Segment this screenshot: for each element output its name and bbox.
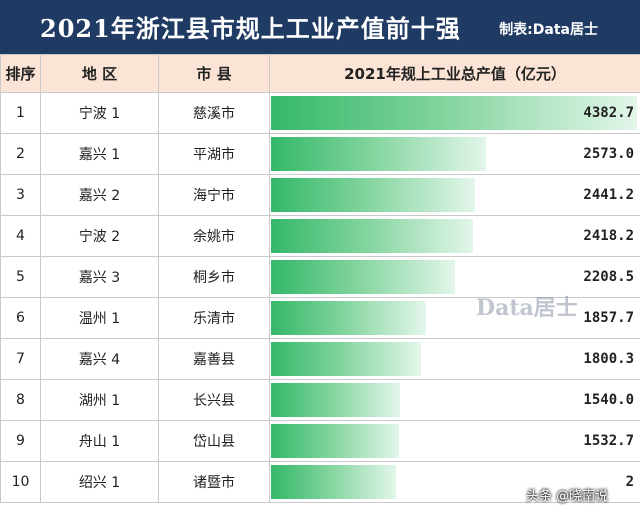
county-cell: 诸暨市 — [158, 461, 270, 503]
value-bar — [271, 383, 400, 417]
value-label: 1800.3 — [583, 351, 634, 367]
region-cell: 宁波 1 — [40, 92, 159, 134]
rank-cell: 5 — [0, 256, 41, 298]
table-row: 8 湖州 1 长兴县 1540.0 — [0, 379, 640, 421]
value-cell: 2 — [269, 461, 640, 503]
table-row: 3 嘉兴 2 海宁市 2441.2 — [0, 174, 640, 216]
value-cell: 1532.7 — [269, 420, 640, 462]
county-cell: 乐清市 — [158, 297, 270, 339]
value-label: 2 — [625, 474, 634, 490]
value-cell: 2418.2 — [269, 215, 640, 257]
value-label: 2441.2 — [583, 187, 634, 203]
county-cell: 桐乡市 — [158, 256, 270, 298]
county-cell: 余姚市 — [158, 215, 270, 257]
header-value: 2021年规上工业总产值（亿元） — [269, 54, 640, 93]
region-cell: 嘉兴 1 — [40, 133, 159, 175]
value-bar — [271, 342, 421, 376]
value-cell: 1540.0 — [269, 379, 640, 421]
county-cell: 慈溪市 — [158, 92, 270, 134]
rank-cell: 7 — [0, 338, 41, 380]
value-label: 2208.5 — [583, 269, 634, 285]
table-row: 2 嘉兴 1 平湖市 2573.0 — [0, 133, 640, 175]
value-label: 2418.2 — [583, 228, 634, 244]
value-bar — [271, 178, 475, 212]
value-label: 1532.7 — [583, 433, 634, 449]
region-cell: 嘉兴 4 — [40, 338, 159, 380]
rank-cell: 8 — [0, 379, 41, 421]
table-row: 9 舟山 1 岱山县 1532.7 — [0, 420, 640, 462]
rank-cell: 1 — [0, 92, 41, 134]
rank-cell: 3 — [0, 174, 41, 216]
value-label: 1540.0 — [583, 392, 634, 408]
region-cell: 嘉兴 3 — [40, 256, 159, 298]
value-label: 4382.7 — [583, 105, 634, 121]
title-bar: 2021年浙江县市规上工业产值前十强 制表:Data居士 — [0, 0, 640, 54]
value-bar — [271, 96, 637, 130]
rank-cell: 6 — [0, 297, 41, 339]
county-cell: 海宁市 — [158, 174, 270, 216]
ranking-table: 排序 地 区 市 县 2021年规上工业总产值（亿元） 1 宁波 1 慈溪市 4382… — [0, 54, 640, 503]
rank-cell: 2 — [0, 133, 41, 175]
county-cell: 平湖市 — [158, 133, 270, 175]
chart-title: 2021年浙江县市规上工业产值前十强 — [40, 14, 461, 43]
value-cell: 4382.7 — [269, 92, 640, 134]
region-cell: 湖州 1 — [40, 379, 159, 421]
table-row: 6 温州 1 乐清市 1857.7 — [0, 297, 640, 339]
region-cell: 宁波 2 — [40, 215, 159, 257]
value-label: 1857.7 — [583, 310, 634, 326]
value-label: 2573.0 — [583, 146, 634, 162]
rank-cell: 4 — [0, 215, 41, 257]
region-cell: 舟山 1 — [40, 420, 159, 462]
header-region: 地 区 — [40, 54, 159, 93]
value-bar — [271, 137, 486, 171]
credit-label: 制表:Data居士 — [499, 22, 598, 38]
table-body: 1 宁波 1 慈溪市 4382.7 2 嘉兴 1 平湖市 2573.0 3 嘉兴 2 海宁市 2441… — [0, 92, 640, 503]
watermark-corner: 头条 @晓南说 — [526, 489, 609, 504]
county-cell: 嘉善县 — [158, 338, 270, 380]
table-header-row: 排序 地 区 市 县 2021年规上工业总产值（亿元） — [0, 54, 640, 93]
table-row: 10 绍兴 1 诸暨市 2 — [0, 461, 640, 503]
county-cell: 长兴县 — [158, 379, 270, 421]
rank-cell: 9 — [0, 420, 41, 462]
table-row: 5 嘉兴 3 桐乡市 2208.5 — [0, 256, 640, 298]
header-rank: 排序 — [0, 54, 41, 93]
value-bar — [271, 219, 473, 253]
table-row: 4 宁波 2 余姚市 2418.2 — [0, 215, 640, 257]
value-cell: 1800.3 — [269, 338, 640, 380]
table-row: 1 宁波 1 慈溪市 4382.7 — [0, 92, 640, 134]
region-cell: 嘉兴 2 — [40, 174, 159, 216]
value-bar — [271, 465, 396, 499]
watermark-center: Data居士 — [476, 295, 578, 321]
region-cell: 绍兴 1 — [40, 461, 159, 503]
value-cell: 2441.2 — [269, 174, 640, 216]
table-row: 7 嘉兴 4 嘉善县 1800.3 — [0, 338, 640, 380]
region-cell: 温州 1 — [40, 297, 159, 339]
county-cell: 岱山县 — [158, 420, 270, 462]
value-cell: 2573.0 — [269, 133, 640, 175]
header-county: 市 县 — [158, 54, 270, 93]
value-cell: 1857.7 — [269, 297, 640, 339]
value-bar — [271, 260, 455, 294]
rank-cell: 10 — [0, 461, 41, 503]
value-bar — [271, 301, 426, 335]
value-cell: 2208.5 — [269, 256, 640, 298]
value-bar — [271, 424, 399, 458]
